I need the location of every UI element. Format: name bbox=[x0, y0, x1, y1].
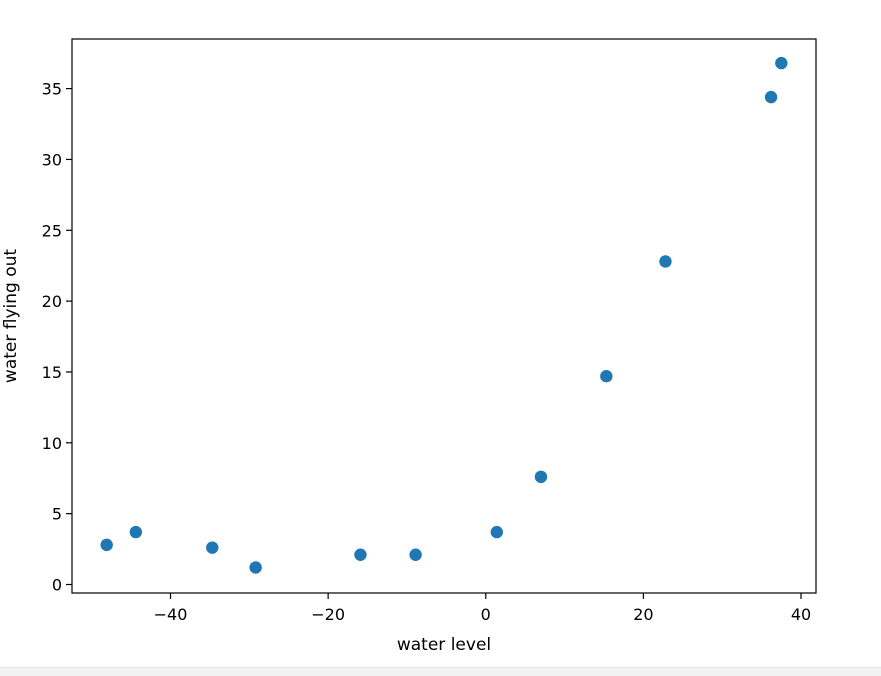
y-axis-label: water flying out bbox=[1, 249, 21, 383]
y-tick-label: 20 bbox=[42, 292, 62, 311]
data-point bbox=[206, 541, 219, 554]
y-tick-label: 10 bbox=[42, 434, 62, 453]
x-tick-label: −40 bbox=[154, 605, 188, 624]
x-tick-label: 0 bbox=[481, 605, 491, 624]
x-tick-label: 20 bbox=[633, 605, 653, 624]
data-point bbox=[249, 561, 262, 574]
x-tick-label: −20 bbox=[311, 605, 345, 624]
data-point bbox=[354, 548, 367, 561]
data-point bbox=[659, 255, 672, 268]
data-point bbox=[490, 525, 504, 539]
bottom-strip bbox=[0, 667, 881, 676]
y-tick-label: 0 bbox=[52, 575, 62, 594]
data-point bbox=[600, 370, 613, 383]
y-tick-label: 30 bbox=[42, 150, 62, 169]
x-axis-label: water level bbox=[397, 635, 491, 655]
data-point bbox=[409, 548, 422, 561]
y-tick-label: 35 bbox=[42, 80, 62, 99]
data-point bbox=[100, 538, 113, 552]
x-tick-label: 40 bbox=[791, 605, 811, 624]
y-tick-label: 25 bbox=[42, 221, 62, 240]
y-tick-label: 15 bbox=[42, 363, 62, 382]
plot-frame bbox=[71, 38, 817, 594]
data-point bbox=[764, 90, 778, 104]
ticks-layer: −40 −20 0 20 40 0 5 10 15 20 25 30 35 bbox=[42, 80, 812, 624]
data-point bbox=[534, 470, 548, 484]
data-point bbox=[129, 525, 143, 539]
points-layer bbox=[100, 56, 788, 574]
data-point bbox=[775, 56, 788, 70]
y-tick-label: 5 bbox=[52, 505, 62, 524]
